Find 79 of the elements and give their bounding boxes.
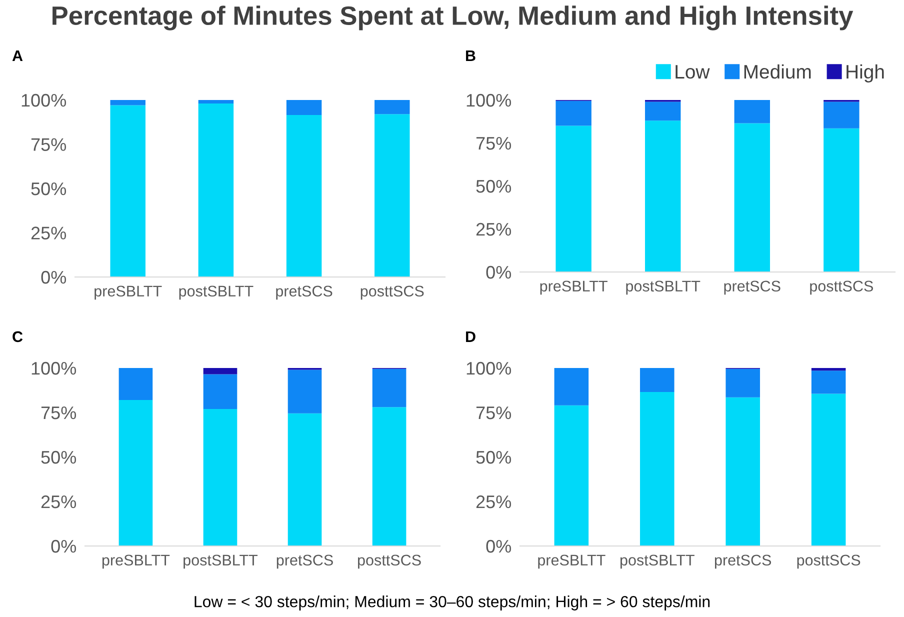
- chart-subtitle: D: [466, 331, 476, 342]
- bar: [286, 115, 322, 277]
- y-tick-label: 0%: [486, 540, 512, 553]
- y-tick-label: 0%: [486, 266, 512, 279]
- bar: [288, 413, 322, 546]
- chart-subtitle: A: [12, 50, 23, 61]
- bar: [374, 114, 410, 277]
- bar: [640, 392, 674, 546]
- bar: [554, 368, 589, 406]
- bar: [372, 407, 406, 546]
- y-tick-label: 50%: [476, 180, 512, 193]
- bar: [554, 405, 589, 546]
- bar: [556, 126, 592, 272]
- y-tick-label: 100%: [466, 94, 512, 107]
- bar: [645, 120, 681, 272]
- y-tick-label: 25%: [476, 495, 512, 508]
- bar: [203, 374, 238, 409]
- chart-subtitle: B: [466, 50, 476, 61]
- bar: [811, 370, 846, 394]
- bar: [198, 104, 234, 277]
- bar: [645, 102, 681, 121]
- bar: [118, 400, 153, 546]
- x-tick-label: pretSCS: [276, 554, 333, 569]
- bar: [734, 100, 770, 124]
- x-tick-label: preSBLTT: [540, 280, 608, 295]
- chart-title: Percentage of Minutes Spent at Low, Medium and High Intensity: [52, 6, 854, 30]
- x-tick-label: posttSCS: [360, 286, 424, 300]
- y-tick-label: 100%: [32, 362, 76, 375]
- x-tick-label: preSBLTT: [538, 554, 606, 569]
- y-tick-label: 0%: [51, 540, 76, 553]
- bar: [203, 408, 238, 546]
- text: Low = < 30 steps/min; Medium = 30–60 steps/min; High = > 60 steps/min: [194, 596, 710, 610]
- bar: [288, 370, 322, 414]
- bar: [110, 100, 146, 106]
- bar: [374, 100, 410, 114]
- bar: [198, 100, 234, 104]
- legend-label: High: [846, 64, 884, 82]
- bar: [372, 368, 406, 408]
- x-tick-label: pretSCS: [724, 280, 780, 295]
- legend-label: Medium: [744, 64, 811, 79]
- bar: [824, 102, 860, 128]
- bar: [811, 368, 846, 371]
- y-tick-label: 75%: [41, 406, 76, 420]
- x-tick-label: pretSCS: [714, 554, 772, 569]
- bar: [110, 105, 146, 277]
- x-tick-label: postSBLTT: [184, 554, 258, 569]
- chart-subtitle: C: [12, 331, 23, 342]
- y-tick-label: 100%: [466, 362, 512, 375]
- bar: [118, 368, 153, 400]
- bar: [726, 368, 760, 398]
- y-tick-label: 100%: [22, 94, 66, 107]
- x-tick-label: postSBLTT: [626, 280, 700, 295]
- x-tick-label: preSBLTT: [94, 286, 162, 300]
- y-tick-label: 50%: [41, 450, 76, 464]
- bar: [640, 368, 674, 392]
- y-tick-label: 75%: [476, 406, 512, 420]
- x-tick-label: postSBLTT: [620, 554, 694, 569]
- y-tick-label: 25%: [476, 222, 512, 236]
- x-tick-label: pretSCS: [276, 286, 332, 300]
- x-tick-label: posttSCS: [810, 280, 873, 295]
- x-tick-label: preSBLTT: [102, 554, 170, 569]
- bar: [811, 394, 846, 546]
- bar: [286, 100, 322, 116]
- bar: [726, 397, 760, 546]
- y-tick-label: 75%: [31, 138, 66, 151]
- bar: [824, 128, 860, 272]
- y-tick-label: 75%: [476, 137, 512, 150]
- y-tick-label: 25%: [41, 495, 76, 508]
- y-tick-label: 50%: [476, 450, 512, 464]
- bar: [203, 368, 238, 374]
- bar: [556, 100, 592, 126]
- bar: [734, 123, 770, 272]
- y-tick-label: 25%: [31, 226, 66, 240]
- y-tick-label: 50%: [31, 182, 66, 196]
- x-tick-label: posttSCS: [358, 554, 421, 569]
- legend-label: Low: [676, 65, 710, 79]
- x-tick-label: posttSCS: [797, 554, 860, 569]
- y-tick-label: 0%: [41, 270, 66, 284]
- x-tick-label: postSBLTT: [179, 286, 254, 300]
